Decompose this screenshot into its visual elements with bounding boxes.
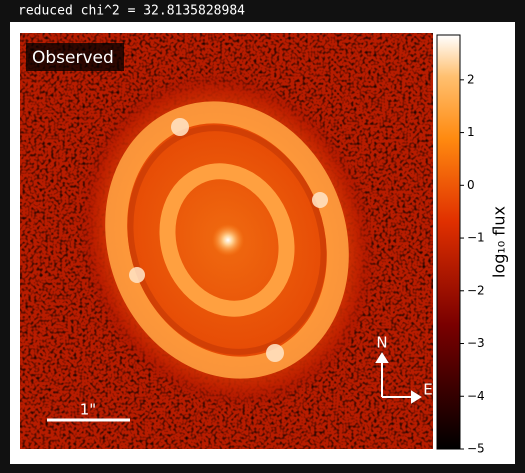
compass (375, 352, 422, 404)
colorbar-tick-label: 1 (467, 125, 475, 139)
colorbar-tick-label: 2 (467, 72, 475, 86)
image-spot (266, 344, 284, 362)
label-box (26, 43, 124, 71)
image-spot (171, 118, 189, 136)
colorbar-tick-label: −2 (467, 283, 485, 297)
colorbar-tick-label: −4 (467, 389, 485, 403)
north-label: N (376, 334, 387, 352)
image (20, 33, 433, 449)
image-spot (129, 267, 145, 283)
image-spot (312, 192, 328, 208)
panel-label: Observed (32, 48, 114, 68)
core (212, 224, 244, 256)
colorbar-tick-label: −3 (467, 336, 485, 350)
colorbar-tick-label: −5 (467, 442, 485, 456)
colorbar-tick-label: −1 (467, 231, 485, 245)
colorbar-tick-label: 0 (467, 178, 475, 192)
title: reduced chi^2 = 32.8135828984 (18, 4, 245, 19)
colorbar (436, 34, 461, 450)
east-label: E (423, 381, 432, 399)
outer-ring (105, 101, 349, 379)
colorbar-label: log₁₀ flux (490, 206, 509, 278)
scale-bar-label: 1" (80, 401, 96, 419)
east-head (411, 390, 422, 404)
inner-ring (159, 163, 295, 317)
north-head (375, 352, 389, 363)
